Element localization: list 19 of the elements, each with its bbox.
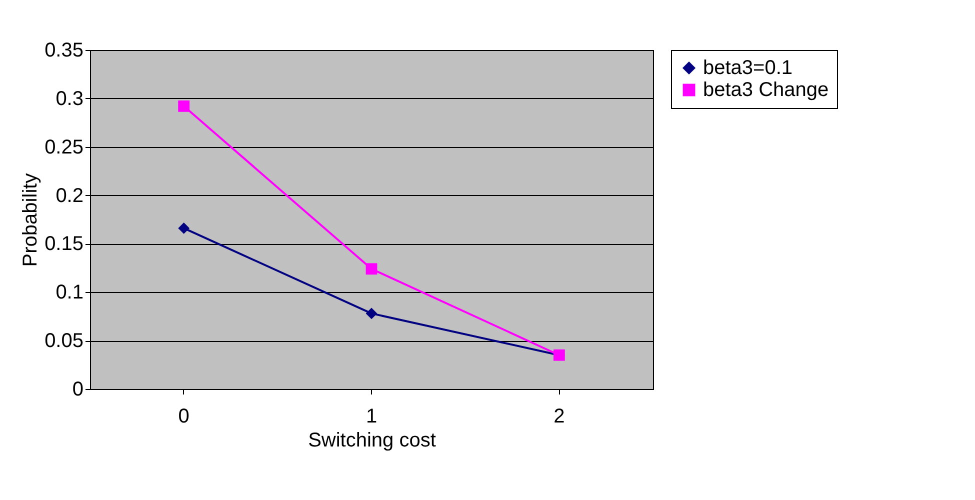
y-tick-label: 0.2 bbox=[56, 184, 84, 207]
y-tick-label: 0 bbox=[72, 378, 84, 400]
y-tick-label: 0.15 bbox=[44, 233, 84, 256]
point bbox=[366, 308, 378, 320]
point bbox=[366, 263, 378, 275]
x-tick-label: 1 bbox=[366, 406, 378, 428]
x-tick-label: 2 bbox=[554, 406, 565, 428]
y-tick-label: 0.25 bbox=[44, 136, 84, 158]
point bbox=[178, 100, 190, 112]
y-tick-label: 0.35 bbox=[44, 40, 84, 62]
y-tick-label: 0.3 bbox=[56, 88, 84, 110]
x-axis-title: Switching cost bbox=[308, 430, 436, 452]
legend-label: beta3=0.1 bbox=[703, 57, 793, 79]
y-tick-label: 0.1 bbox=[56, 282, 84, 304]
x-tick-label: 0 bbox=[178, 406, 190, 428]
point bbox=[178, 222, 190, 234]
y-tick-label: 0.05 bbox=[44, 330, 84, 352]
legend-label: beta3 Change bbox=[703, 79, 829, 101]
y-axis-title: Probability bbox=[20, 173, 42, 267]
